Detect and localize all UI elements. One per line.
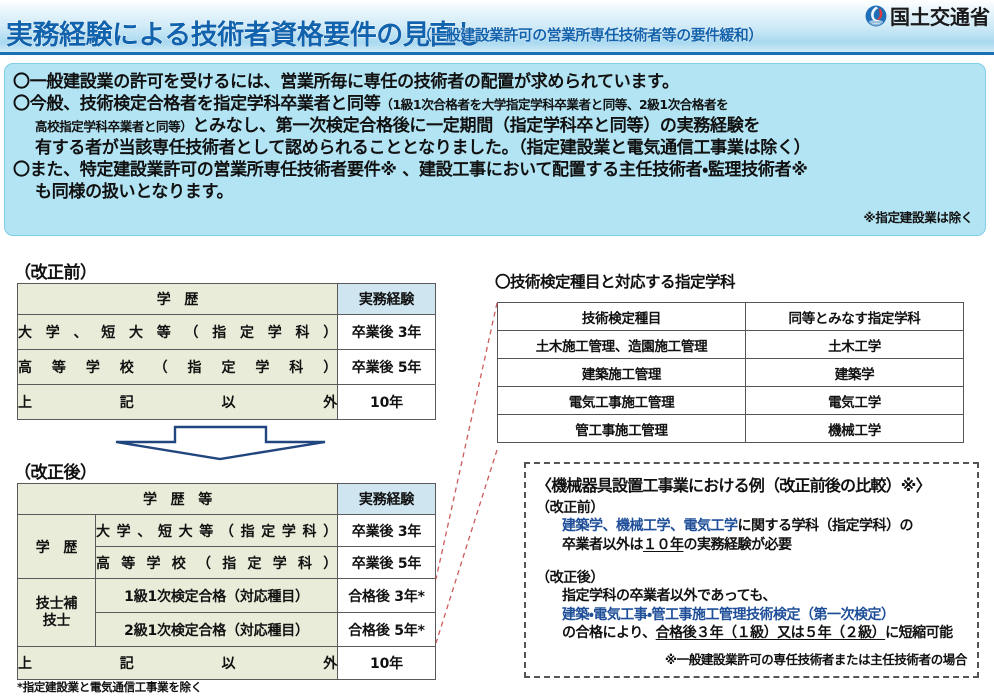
summary-line-4: 有する者が当該専任技術者として認められることとなりました。（指定建設業と電気通信…: [35, 138, 811, 159]
table-row: 学 歴 大学、短大等（指定学科） 卒業後 3年: [17, 514, 436, 579]
after-row-1-experience: 卒業後 5年: [337, 546, 436, 579]
kentei-row-2-subject: 電気工学: [745, 386, 964, 415]
before-section-label: （改正前）: [14, 263, 97, 283]
table-row: 高等学校（指定学科） 卒業後 5年: [18, 546, 436, 579]
table-row: 上記以外 10年: [17, 646, 436, 680]
connector-line-upper: [435, 302, 498, 580]
after-row-4-experience: 10年: [337, 646, 436, 680]
example-note: ※一般建設業許可の専任技術者または主任技術者の場合: [664, 652, 968, 667]
after-group-education: 学 歴: [17, 514, 96, 579]
after-row-1-education: 高等学校（指定学科）: [95, 546, 338, 579]
table-row: 技士補 技士 1級1次検定合格（対応種目） 合格後 3年*: [17, 578, 436, 647]
after-row-4-education: 上記以外: [17, 646, 338, 680]
table-row: 土木施工管理、造園施工管理 土木工学: [497, 330, 964, 359]
table-header-row: 学 歴 等 実務経験: [17, 483, 436, 515]
kentei-row-1-subject: 建築学: [745, 358, 964, 387]
summary-line-1: 〇一般建設業の許可を受けるには、営業所毎に専任の技術者の配置が求められています。: [13, 72, 679, 92]
example-after-heading: （改正後）: [536, 570, 604, 587]
table-row: 上記以外 10年: [17, 384, 436, 420]
summary-line-3: 高校指定学科卒業者と同等）とみなし、第一次検定合格後に一定期間（指定学科卒と同等…: [35, 116, 761, 137]
kentei-header-type: 技術検定種目: [497, 302, 746, 331]
after-row-3-experience: 合格後 5年*: [337, 612, 436, 647]
before-header-education: 学 歴: [17, 283, 338, 315]
before-table: 学 歴 実務経験 大学、短大等（指定学科） 卒業後 3年 高等学校（指定学科） …: [17, 283, 436, 420]
before-row-1-experience: 卒業後 5年: [337, 349, 436, 385]
before-row-1-education: 高等学校（指定学科）: [17, 349, 338, 385]
after-group-gishiho: 技士補 技士: [17, 578, 96, 647]
after-header-education: 学 歴 等: [17, 483, 338, 515]
before-row-0-education: 大学、短大等（指定学科）: [17, 314, 338, 350]
kentei-row-3-subject: 機械工学: [745, 414, 964, 443]
after-row-3-education: 2級1次検定合格（対応種目）: [95, 612, 338, 647]
kentei-row-0-subject: 土木工学: [745, 330, 964, 359]
page-subtitle: （一般建設業許可の営業所専任技術者等の要件緩和）: [417, 26, 764, 45]
table-header-row: 学 歴 実務経験: [17, 283, 436, 315]
page-title: 実務経験による技術者資格要件の見直し: [6, 20, 483, 52]
table-row: 管工事施工管理 機械工学: [497, 414, 964, 443]
after-table-footnote: *指定建設業と電気通信工事業を除く: [17, 680, 202, 694]
after-header-experience: 実務経験: [337, 483, 436, 515]
after-row-0-experience: 卒業後 3年: [337, 514, 436, 547]
before-row-2-experience: 10年: [337, 384, 436, 420]
kentei-row-3-type: 管工事施工管理: [497, 414, 746, 443]
example-before-line-2: 卒業者以外は１０年の実務経験が必要: [562, 536, 792, 553]
example-after-line-3: の合格により、合格後３年（１級）又は５年（２級）に短縮可能: [562, 625, 953, 642]
example-before-heading: （改正前）: [536, 500, 604, 516]
summary-note: ※指定建設業は除く: [863, 210, 974, 225]
example-box: 〈機械器具設置工事業における例（改正前後の比較）※〉 （改正前） 建築学、機械工…: [524, 462, 979, 678]
after-row-0-education: 大学、短大等（指定学科）: [95, 514, 338, 547]
summary-line-2: 〇今般、技術検定合格者を指定学科卒業者と同等（1級1次合格者を大学指定学科卒業者…: [13, 94, 729, 115]
summary-line-5: 〇また、特定建設業許可の営業所専任技術者要件※ 、建設工事において配置する主任技…: [13, 160, 808, 181]
before-row-2-education: 上記以外: [17, 384, 338, 420]
ministry-name: 国土交通省: [890, 5, 990, 29]
connector-line-lower: [435, 449, 498, 644]
kentei-row-2-type: 電気工事施工管理: [497, 386, 746, 415]
ministry-branding: 国土交通省: [865, 1, 990, 30]
down-arrow-icon: [115, 425, 326, 461]
after-group-gishiho-line1: 技士補: [35, 595, 78, 612]
example-title: 〈機械器具設置工事業における例（改正前後の比較）※〉: [536, 476, 932, 495]
example-after-line-1: 指定学科の卒業者以外であっても、: [562, 588, 777, 605]
after-table: 学 歴 等 実務経験 学 歴 大学、短大等（指定学科） 卒業後 3年 高等学校（…: [17, 483, 436, 680]
kentei-section-label: 〇技術検定種目と対応する指定学科: [495, 273, 736, 291]
page-header: 実務経験による技術者資格要件の見直し （一般建設業許可の営業所専任技術者等の要件…: [0, 0, 994, 56]
after-group-gishiho-line2: 技士: [42, 612, 71, 629]
table-row: 電気工事施工管理 電気工学: [497, 386, 964, 415]
kentei-row-0-type: 土木施工管理、造園施工管理: [497, 330, 746, 359]
table-header-row: 技術検定種目 同等とみなす指定学科: [497, 302, 964, 331]
after-row-2-experience: 合格後 3年*: [337, 578, 436, 613]
mlit-swirl-logo-icon: [865, 5, 887, 26]
example-after-line-2: 建築・電気工事・管工事施工管理技術検定（第一次検定）: [562, 606, 895, 623]
table-row: 2級1次検定合格（対応種目） 合格後 5年*: [18, 612, 436, 647]
kentei-header-subject: 同等とみなす指定学科: [745, 302, 964, 331]
table-row: 高等学校（指定学科） 卒業後 5年: [17, 349, 436, 385]
before-header-experience: 実務経験: [337, 283, 436, 315]
summary-box: 〇一般建設業の許可を受けるには、営業所毎に専任の技術者の配置が求められています。…: [4, 63, 986, 236]
table-row: 大学、短大等（指定学科） 卒業後 3年: [17, 314, 436, 350]
before-row-0-experience: 卒業後 3年: [337, 314, 436, 350]
table-row: 建築施工管理 建築学: [497, 358, 964, 387]
after-row-2-education: 1級1次検定合格（対応種目）: [95, 578, 338, 613]
kentei-row-1-type: 建築施工管理: [497, 358, 746, 387]
after-section-label: （改正後）: [14, 463, 97, 483]
summary-line-6: も同様の扱いとなります。: [35, 182, 234, 203]
example-before-line-1: 建築学、機械工学、電気工学に関する学科（指定学科）の: [562, 518, 913, 534]
kentei-table: 技術検定種目 同等とみなす指定学科 土木施工管理、造園施工管理 土木工学 建築施…: [497, 302, 964, 443]
header-divider: [0, 52, 994, 55]
